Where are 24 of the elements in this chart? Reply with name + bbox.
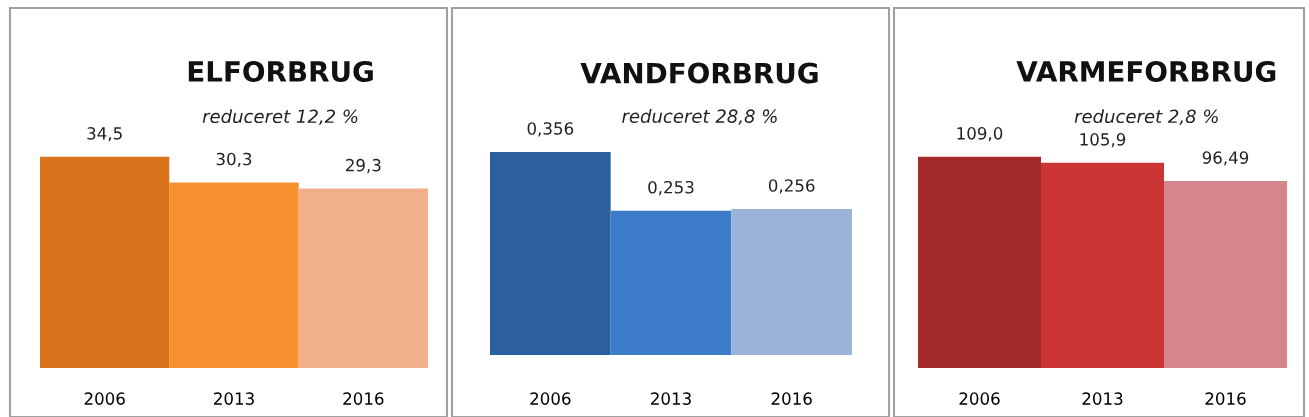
x-tick-label: 2013: [214, 392, 254, 405]
data-label: 96,49: [1202, 151, 1249, 166]
data-label: 34,5: [87, 127, 122, 142]
data-label: 0,253: [648, 180, 694, 196]
x-tick-label: 2006: [530, 392, 571, 405]
x-tick-label: 2016: [771, 392, 812, 405]
data-label: 105,9: [1080, 133, 1126, 148]
chart-subtitle: reduceret 28,8 %: [622, 109, 777, 125]
data-label: 109,0: [957, 127, 1003, 142]
x-tick-label: 2016: [1205, 392, 1246, 405]
x-tick-label: 2013: [651, 392, 691, 405]
chart-title: VANDFORBRUG: [580, 62, 818, 84]
x-tick-label: 2013: [1082, 392, 1123, 405]
chart-subtitle: reduceret 2,8 %: [1074, 109, 1218, 125]
data-label: 29,3: [346, 158, 381, 174]
data-label: 0,356: [527, 122, 574, 137]
x-tick-label: 2016: [343, 392, 384, 405]
chart-subtitle: reduceret 12,2 %: [202, 109, 358, 125]
data-label: 30,3: [216, 152, 252, 168]
x-tick-label: 2006: [959, 392, 1000, 405]
chart-title: ELFORBRUG: [188, 60, 373, 82]
x-tick-label: 2006: [84, 392, 125, 405]
chart-title: VARMEFORBRUG: [1016, 60, 1276, 82]
data-label: 0,256: [768, 179, 815, 194]
